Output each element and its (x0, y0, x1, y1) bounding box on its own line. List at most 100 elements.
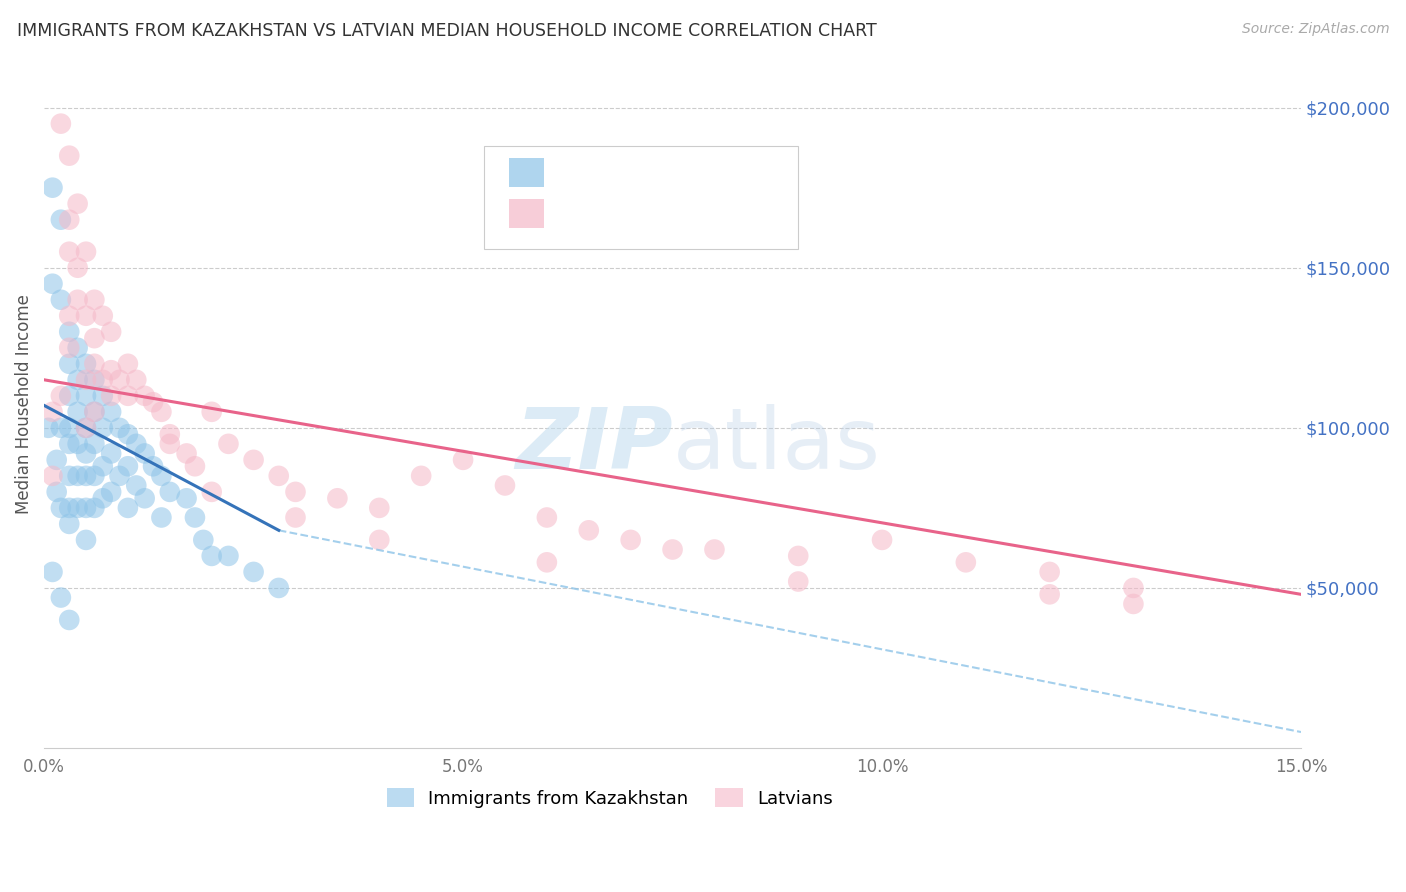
Point (75, 389, 97, 403)
Point (193, 533, 215, 547)
Point (58, 516, 80, 531)
Point (201, 484, 224, 499)
Y-axis label: Median Household Income: Median Household Income (15, 293, 32, 514)
Point (217, 549, 239, 563)
Point (75, 421, 97, 435)
Text: atlas: atlas (672, 403, 880, 487)
Point (955, 555, 977, 569)
Point (201, 405, 224, 419)
Point (66, 468, 89, 483)
Point (91, 309, 114, 323)
Point (75, 421, 97, 435)
Point (58, 613, 80, 627)
Point (108, 468, 131, 483)
Point (66, 405, 89, 419)
Point (368, 500, 391, 515)
Point (91, 389, 114, 403)
Point (66, 293, 89, 307)
Point (267, 468, 290, 483)
Point (49, 293, 72, 307)
FancyBboxPatch shape (484, 145, 799, 249)
Bar (509, 158, 544, 187)
Point (1039, 587, 1062, 601)
Point (83, 500, 105, 515)
Point (58, 341, 80, 355)
Point (45, 484, 67, 499)
Point (58, 212, 80, 227)
Point (142, 459, 165, 474)
Point (703, 542, 725, 557)
Point (75, 244, 97, 259)
Point (58, 309, 80, 323)
Point (49, 117, 72, 131)
Point (536, 510, 558, 524)
Point (108, 373, 131, 387)
Point (41, 405, 63, 419)
Point (58, 468, 80, 483)
Point (37, 421, 59, 435)
Point (58, 437, 80, 451)
Point (284, 484, 307, 499)
Point (159, 427, 181, 442)
Point (75, 500, 97, 515)
Point (176, 491, 198, 506)
Text: R = -0.194: R = -0.194 (560, 163, 657, 181)
Point (159, 484, 181, 499)
Point (578, 524, 600, 538)
Point (184, 510, 207, 524)
Point (100, 446, 122, 460)
Point (83, 293, 105, 307)
Point (83, 468, 105, 483)
Point (66, 500, 89, 515)
Point (787, 574, 810, 589)
Point (787, 549, 810, 563)
Point (117, 500, 139, 515)
Point (41, 565, 63, 579)
Point (49, 389, 72, 403)
Text: N = 65: N = 65 (697, 204, 761, 222)
Point (150, 405, 173, 419)
Point (91, 459, 114, 474)
Point (100, 405, 122, 419)
Point (125, 373, 148, 387)
Point (58, 389, 80, 403)
Point (83, 373, 105, 387)
Point (142, 395, 165, 409)
Point (83, 405, 105, 419)
Point (267, 581, 290, 595)
Point (58, 500, 80, 515)
Point (83, 437, 105, 451)
Text: -0.349: -0.349 (585, 204, 643, 222)
Point (125, 478, 148, 492)
Point (536, 555, 558, 569)
Text: ZIP: ZIP (515, 403, 672, 487)
Point (100, 389, 122, 403)
Point (66, 341, 89, 355)
Point (91, 421, 114, 435)
Text: N = 89: N = 89 (697, 163, 761, 181)
Legend: Immigrants from Kazakhstan, Latvians: Immigrants from Kazakhstan, Latvians (380, 780, 839, 814)
Point (49, 591, 72, 605)
Point (1039, 565, 1062, 579)
Point (368, 533, 391, 547)
Point (242, 565, 264, 579)
Point (91, 373, 114, 387)
Point (117, 427, 139, 442)
Point (75, 533, 97, 547)
Point (100, 363, 122, 377)
Point (217, 437, 239, 451)
Point (58, 357, 80, 371)
Point (451, 453, 474, 467)
Point (66, 373, 89, 387)
Text: Source: ZipAtlas.com: Source: ZipAtlas.com (1241, 22, 1389, 37)
Point (83, 331, 105, 345)
Text: IMMIGRANTS FROM KAZAKHSTAN VS LATVIAN MEDIAN HOUSEHOLD INCOME CORRELATION CHART: IMMIGRANTS FROM KAZAKHSTAN VS LATVIAN ME… (17, 22, 876, 40)
Point (125, 437, 148, 451)
Text: R = -0.349: R = -0.349 (560, 204, 657, 222)
Point (117, 357, 139, 371)
Point (41, 468, 63, 483)
Point (150, 468, 173, 483)
Point (134, 491, 156, 506)
Point (284, 510, 307, 524)
Point (75, 373, 97, 387)
